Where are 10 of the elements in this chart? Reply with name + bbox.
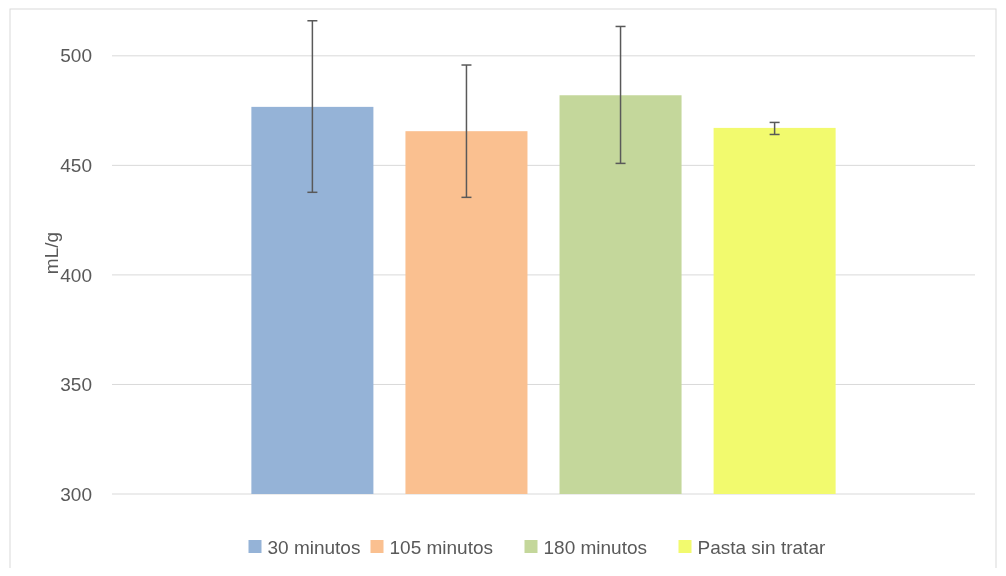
y-tick-label: 400 <box>60 264 92 286</box>
y-tick-label: 300 <box>60 483 92 505</box>
y-tick-label: 500 <box>60 45 92 67</box>
legend-label: 30 minutos <box>267 536 361 558</box>
y-tick-label: 450 <box>60 155 92 177</box>
legend-label: 180 minutos <box>543 536 648 558</box>
y-axis-title: mL/g <box>41 231 62 275</box>
y-tick-label: 350 <box>60 374 92 396</box>
legend-label: Pasta sin tratar <box>697 536 826 558</box>
legend-label: 105 minutos <box>389 536 494 558</box>
